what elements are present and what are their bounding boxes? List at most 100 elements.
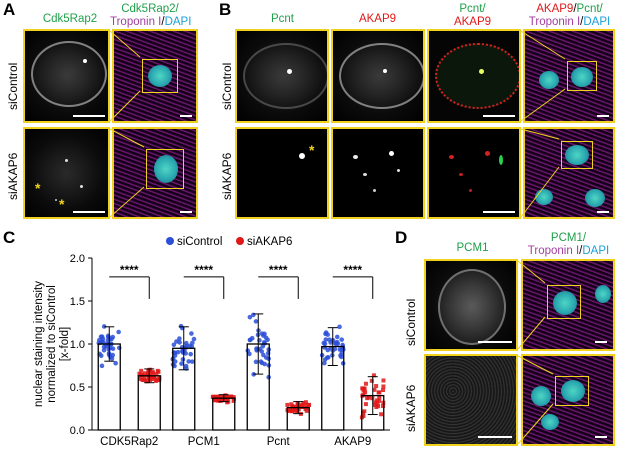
panel-d-col1-header: PCM1: [456, 242, 489, 254]
panel-b-col4-header: AKAP9/Pcnt/ Troponin I/DAPI: [522, 3, 617, 29]
data-point: [189, 359, 195, 364]
data-point: [374, 384, 379, 389]
data-point: [337, 347, 343, 352]
data-point: [381, 388, 386, 393]
panel-d-letter: D: [395, 228, 408, 247]
data-point: [155, 378, 160, 383]
akap9-label: AKAP9: [453, 16, 492, 28]
panel-d-siControl-merge-image: [521, 259, 615, 351]
panel-c-bar-chart: 0.0 0.5 1.0 1.5 2.0 nuclear staining intensit…: [33, 236, 390, 448]
x-tick-label: AKAP9: [334, 436, 371, 448]
data-point: [377, 398, 382, 403]
data-point: [304, 402, 309, 407]
pcnt-label: Pcnt/: [459, 3, 486, 15]
data-point: [186, 359, 191, 364]
y-tick-label: 1.0: [70, 339, 85, 351]
data-point: [247, 314, 253, 320]
data-point: [292, 407, 297, 412]
data-point: [379, 412, 384, 417]
data-point: [339, 350, 345, 356]
data-point: [369, 378, 374, 383]
scale-bar: [597, 115, 609, 117]
data-point: [299, 404, 304, 409]
data-point: [295, 409, 300, 414]
scale-bar: [478, 436, 512, 438]
data-point: [229, 395, 234, 400]
data-point: [325, 355, 331, 360]
data-point: [139, 368, 144, 373]
data-point: [372, 387, 377, 392]
data-point: [334, 334, 340, 340]
data-point: [363, 402, 368, 407]
scale-bar: [483, 115, 515, 117]
asterisk-marker: *: [35, 180, 41, 196]
scale-bar: [73, 115, 105, 117]
data-point: [171, 342, 177, 348]
data-point: [373, 400, 378, 405]
x-tick-label: PCM1: [188, 436, 220, 448]
data-point: [285, 402, 290, 407]
data-point: [363, 390, 368, 395]
y-tick-label: 1.5: [70, 296, 85, 308]
significance-label: ****: [343, 263, 362, 277]
data-point: [339, 337, 345, 342]
data-point: [189, 331, 194, 336]
data-point: [177, 340, 182, 345]
asterisk-marker: *: [59, 196, 65, 212]
data-point: [323, 330, 329, 335]
panel-b-siAKAP6-akap9-image: [331, 127, 425, 219]
data-point: [101, 347, 107, 353]
data-point: [361, 392, 366, 397]
data-point: [381, 384, 386, 389]
data-point: [328, 340, 333, 345]
legend-label: siAKAP6: [247, 236, 292, 248]
data-point: [226, 394, 231, 399]
data-point: [325, 347, 331, 353]
data-point: [172, 359, 178, 364]
data-point: [381, 404, 386, 409]
data-point: [377, 395, 382, 400]
data-point: [188, 351, 193, 357]
scale-bar: [73, 211, 105, 213]
data-point: [253, 359, 259, 365]
data-point: [150, 371, 155, 376]
panel-b-siControl-akap9-image: [331, 29, 425, 123]
x-tick-label: Pcnt: [267, 436, 291, 448]
data-point: [231, 398, 236, 403]
panel-b-col1-header: Pcnt: [270, 13, 294, 25]
data-point: [212, 398, 217, 403]
troponin-label: Troponin I: [528, 16, 581, 28]
data-point: [260, 344, 266, 349]
data-point: [154, 371, 159, 376]
sep-label: /: [579, 245, 583, 257]
legend-marker: [236, 237, 244, 245]
data-point: [372, 402, 377, 407]
data-point: [157, 375, 162, 380]
data-point: [177, 336, 182, 341]
panel-d-col2-header: PCM1/ Troponin I/DAPI: [520, 232, 617, 258]
panel-b-col3-header: Pcnt/ AKAP9: [425, 3, 520, 29]
x-tick-label: CDK5Rap2: [100, 436, 158, 448]
data-point: [289, 402, 294, 407]
scale-bar: [595, 436, 607, 438]
data-point: [179, 361, 184, 366]
panel-c-letter: C: [3, 228, 16, 247]
data-point: [365, 396, 370, 401]
data-point: [152, 374, 157, 379]
scale-bar: [595, 341, 607, 343]
pcm1-label: PCM1/: [550, 232, 587, 244]
troponin-label: Troponin I: [110, 16, 162, 28]
dapi-label: DAPI: [164, 16, 192, 28]
data-point: [334, 339, 340, 345]
data-point: [145, 379, 150, 384]
data-point: [253, 319, 259, 324]
data-point: [377, 390, 382, 395]
panel-d-siAKAP6-pcm1-image: [424, 354, 518, 446]
sep-label: /: [161, 16, 165, 28]
data-point: [322, 360, 327, 366]
data-point: [99, 363, 105, 369]
data-point: [113, 360, 118, 366]
significance-label: ****: [269, 263, 288, 277]
scale-bar: [597, 211, 609, 213]
y-axis-label-line: [x-fold]: [59, 327, 71, 362]
